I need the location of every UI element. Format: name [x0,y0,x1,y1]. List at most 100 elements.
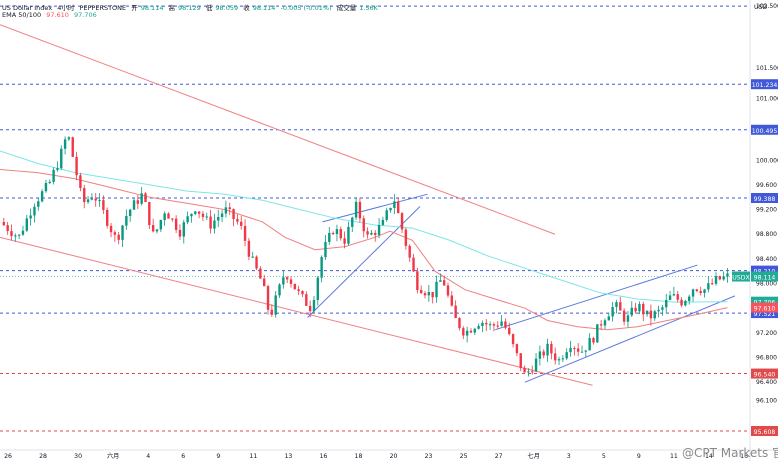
candle-body [508,327,511,335]
candle-body [458,318,461,329]
candle-body [75,156,78,176]
candle-body [247,240,251,257]
candle-body [649,310,653,319]
candle-body [531,371,534,373]
candle-body [404,229,408,246]
candle-body [171,218,174,220]
candle-body [182,222,185,237]
candle-body [44,182,48,192]
candle-body [707,283,710,290]
price-tick-label: 99.600 [756,182,777,189]
price-tag-text: 98.114 [754,275,776,282]
candle-body [439,280,442,282]
price-tag [732,271,750,282]
legend-symbol: US Dollar Index [2,4,53,12]
price-tag [751,296,778,307]
candle-body [665,299,668,308]
candle-body [255,256,258,269]
time-tick-label: 4 [146,453,150,460]
candle-body [240,221,243,226]
candle-body [37,201,40,207]
candle-body [511,334,515,345]
candle-body [125,215,128,226]
candle-body [194,211,197,214]
candle-body [301,291,304,295]
candle-body [320,257,323,278]
candle-body [374,232,377,235]
candle-body [305,294,308,306]
legend-high: 98.129 [178,4,201,12]
candle-body [324,241,327,258]
price-tag [751,302,778,313]
candle-body [416,271,419,291]
time-tick-label: 七月 [528,452,540,460]
time-tick-label: 30 [74,453,82,460]
legend-open: 98.114 [140,4,164,12]
candle-body [718,276,722,280]
candle-body [542,351,545,356]
time-tick-label: 6 [181,453,185,460]
candle-body [33,206,36,216]
candle-body [634,307,637,312]
candle-body [592,338,595,343]
candle-body [67,137,71,140]
time-tick-label: 27 [495,453,503,460]
candle-body [351,217,354,227]
candle-body [389,207,392,211]
candle-body [611,307,614,317]
candle-body [205,216,208,218]
candle-body [94,198,97,201]
candle-body [63,139,67,149]
legend-volume-label: 成交量 [336,4,357,12]
legend-low-label: 低 [205,4,213,12]
candle-body [159,220,163,230]
level-badge [751,265,778,276]
price-tick-label: 97.200 [756,330,777,337]
candle-body [653,311,656,319]
time-tick-label: 25 [460,453,468,460]
candle-body [546,343,549,356]
candle-body [259,268,262,279]
candle-body [285,277,289,280]
time-tick-label: 9 [637,453,641,460]
candle-body [534,358,538,372]
candle-body [186,216,189,223]
candle-body [56,168,59,170]
candle-body [446,285,450,296]
channel-line [524,295,736,383]
candle-body [71,137,74,157]
candle-body [308,305,312,312]
candle-body [569,348,572,353]
candle-body [561,358,565,360]
candle-body [431,292,434,298]
candle-body [573,348,576,350]
level-badge-text: 97.521 [754,311,776,318]
candle-body [190,213,193,217]
candle-body [167,213,170,219]
candle-body [676,294,679,300]
price-tag-text: 97.610 [754,306,776,313]
trend-channels [0,24,736,386]
candle-body [328,232,331,242]
ema-label: EMA 50/100 [2,11,42,19]
price-tick-label: 98.800 [756,231,777,238]
candle-body [347,226,350,244]
level-badge [751,426,778,437]
candle-body [83,188,86,203]
candle-body [672,294,676,296]
candle-body [297,289,300,292]
price-tick-label: 98.000 [756,281,777,288]
watermark: @CPT Markets 官方 [682,446,778,460]
candle-body [197,211,201,214]
ema100-value: 97.706 [74,11,97,19]
candle-body [419,290,423,294]
time-tick-label: 16 [319,453,327,460]
candle-body [366,231,369,235]
candle-body [209,216,212,229]
time-tick-label: 14 [705,453,713,460]
time-tick-label: 13 [284,453,292,460]
candle-body [266,286,270,310]
price-tick-label: 101.000 [756,96,778,103]
time-tick-label: 20 [390,453,398,460]
